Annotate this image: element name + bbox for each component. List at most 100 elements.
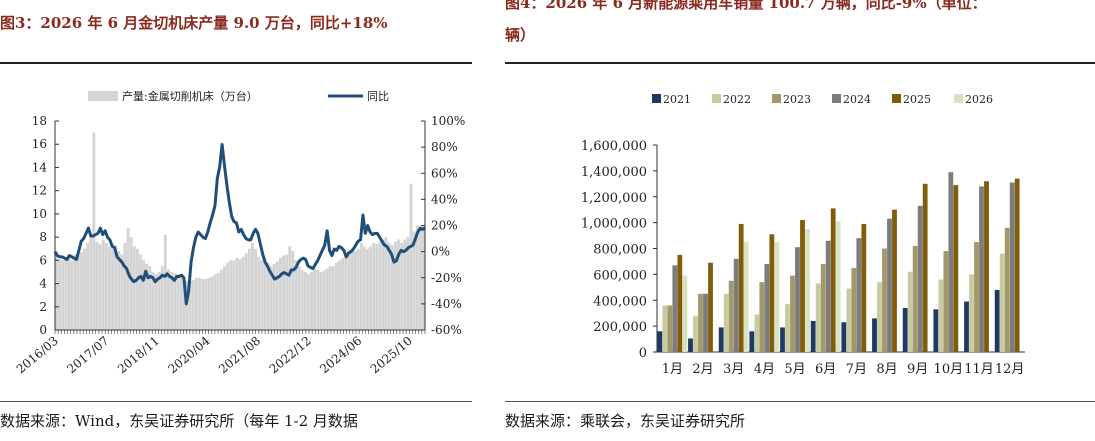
- production-bar: [223, 266, 226, 330]
- production-bar: [216, 273, 220, 330]
- production-bar: [356, 248, 360, 330]
- x-tick-label: 6月: [815, 362, 836, 377]
- production-bar: [163, 234, 167, 330]
- sales-bar: [825, 240, 831, 352]
- production-bar: [95, 241, 99, 330]
- right-y-tick-label: -20%: [431, 271, 462, 285]
- legend-swatch-production: [88, 91, 118, 101]
- production-bar: [226, 262, 230, 330]
- production-bar: [297, 266, 301, 330]
- left-y-tick-label: 0: [39, 323, 47, 337]
- sales-bar: [943, 251, 949, 352]
- legend-label-2024: 2024: [843, 93, 871, 106]
- production-bar: [104, 242, 108, 330]
- x-tick-label: 3月: [723, 362, 744, 377]
- production-bar: [207, 277, 211, 330]
- sales-bar: [718, 327, 724, 352]
- y-tick-label: 1,400,000: [581, 165, 647, 180]
- x-tick-label: 12月: [995, 362, 1025, 377]
- x-tick-label: 5月: [784, 362, 805, 377]
- sales-bar: [830, 208, 836, 352]
- production-bar: [160, 266, 164, 330]
- x-tick-label: 2021/08: [216, 334, 263, 377]
- production-bar: [288, 246, 292, 330]
- sales-bar: [795, 247, 800, 352]
- production-bar: [101, 239, 105, 330]
- production-bar: [142, 260, 146, 330]
- left-y-tick-label: 14: [32, 160, 48, 174]
- production-bar: [331, 266, 335, 330]
- y-tick-label: 400,000: [593, 294, 647, 309]
- production-bar: [114, 245, 118, 330]
- left-source-text: 数据来源：Wind，东吴证券研究所（每年 1-2 月数据: [0, 412, 358, 430]
- production-bar: [204, 278, 208, 330]
- left-y-tick-label: 16: [32, 137, 47, 151]
- sales-bar: [738, 223, 744, 352]
- legend-swatch-2024: [832, 94, 841, 103]
- production-bar: [229, 260, 233, 330]
- production-bar: [400, 242, 404, 330]
- production-bar: [272, 263, 276, 330]
- production-bar: [254, 248, 257, 330]
- production-bars: [55, 132, 425, 330]
- right-chart: 2021 2022 2023 2024 2025 2026 0 200,000 400,000 6…: [581, 93, 1025, 377]
- production-bar: [117, 251, 121, 330]
- sales-bar: [851, 267, 857, 352]
- left-source-rule: [0, 401, 472, 402]
- sales-bar: [872, 318, 877, 352]
- sales-bar: [938, 279, 944, 352]
- production-bar: [418, 227, 422, 330]
- sales-bar: [953, 185, 959, 352]
- sales-bar: [667, 305, 673, 352]
- legend-label-2023: 2023: [783, 93, 811, 106]
- left-figure-panel: 图3：2026 年 6 月金切机床产量 9.0 万台，同比+18% 产量:金属切…: [0, 0, 472, 441]
- production-bar: [219, 269, 223, 330]
- sales-bar: [810, 320, 816, 352]
- production-bar: [238, 259, 242, 330]
- sales-bar: [733, 258, 739, 352]
- production-bar: [89, 234, 93, 330]
- left-y-tick-label: 18: [32, 114, 47, 128]
- production-bar: [92, 132, 96, 330]
- left-chart: 产量:金属切削机床（万台） 同比 0 2 4 6 8 10 12 14 16 18 -60% -40% -2…: [14, 89, 466, 377]
- sales-bar: [974, 242, 979, 352]
- x-tick-label: 2022/12: [267, 334, 314, 377]
- production-bar: [328, 266, 332, 330]
- production-bar: [397, 239, 401, 330]
- right-y-tick-label: 20%: [431, 219, 458, 233]
- sales-bar: [693, 315, 698, 352]
- production-bar: [359, 242, 363, 330]
- sales-bar: [754, 314, 760, 352]
- sales-bar: [861, 223, 867, 352]
- sales-bar: [979, 186, 984, 352]
- production-bar: [278, 258, 282, 330]
- production-bar: [55, 253, 59, 330]
- production-bar: [350, 248, 354, 330]
- sales-bar: [759, 282, 765, 352]
- production-bar: [347, 252, 351, 330]
- sales-bar: [780, 327, 785, 352]
- production-bar: [195, 277, 198, 330]
- production-bar: [86, 242, 90, 330]
- production-bar: [120, 254, 124, 330]
- left-y-tick-label: 10: [32, 207, 47, 221]
- right-y-tick-label: 60%: [431, 166, 458, 180]
- production-bar: [198, 277, 202, 330]
- production-bar: [135, 248, 139, 330]
- production-bar: [123, 242, 127, 330]
- y-tick-label: 1,200,000: [581, 191, 647, 206]
- x-minor-ticks: [54, 330, 426, 334]
- sales-bar: [805, 229, 810, 352]
- production-bar: [390, 245, 394, 330]
- x-tick-label: 2016/03: [14, 334, 61, 377]
- left-y-tick-label: 2: [39, 300, 47, 314]
- legend-swatch-2025: [892, 94, 901, 103]
- sales-bar: [698, 293, 703, 352]
- production-bar: [83, 248, 86, 330]
- production-bar: [285, 254, 289, 330]
- production-bar: [322, 270, 326, 330]
- sales-bar: [703, 293, 708, 352]
- production-bar: [282, 255, 285, 330]
- production-bar: [126, 227, 130, 330]
- production-bar: [260, 260, 264, 330]
